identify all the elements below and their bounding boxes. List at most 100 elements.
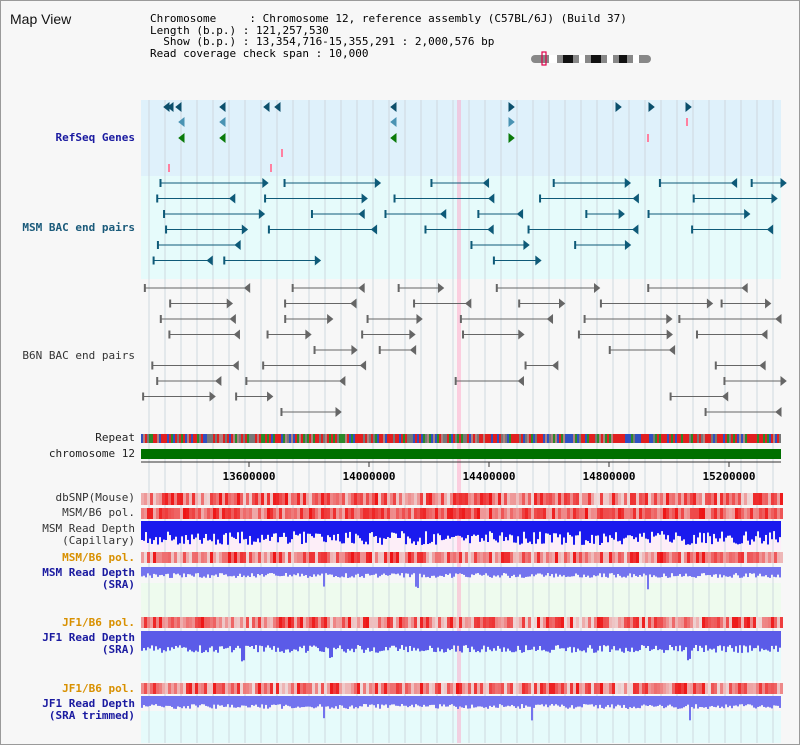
repeat-segment xyxy=(537,434,539,443)
jf1-trim-depth-bar xyxy=(283,696,285,707)
msm-b6-pol-heat-cell xyxy=(213,508,216,519)
jf1-trim-depth-bar xyxy=(621,696,623,708)
msm-b6-pol-sra-heat-cell xyxy=(426,552,429,563)
msm-capillary-depth-bar xyxy=(649,521,651,543)
msm-capillary-depth-bar xyxy=(249,521,251,536)
dbsnp-heat-cell xyxy=(639,493,642,505)
msm-capillary-depth-bar xyxy=(491,521,493,533)
msm-sra-depth-bar xyxy=(263,567,265,577)
msm-sra-depth-bar xyxy=(143,567,145,576)
dbsnp-heat-cell xyxy=(327,493,330,505)
repeat-segment xyxy=(645,434,647,443)
jf1-trim-depth-bar xyxy=(759,696,761,707)
jf1-b6-pol-2-heat-cell xyxy=(495,683,498,694)
jf1-trim-depth-bar xyxy=(209,696,211,708)
msm-b6-pol-sra-heat-cell xyxy=(672,552,675,563)
jf1-b6-pol-heat-cell xyxy=(195,617,198,628)
jf1-trim-depth-bar xyxy=(557,696,559,706)
msm-sra-depth-bar xyxy=(423,567,425,575)
msm-sra-depth-bar xyxy=(227,567,229,577)
msm-b6-pol-sra-heat-cell xyxy=(735,552,738,563)
jf1-sra-depth-bar xyxy=(639,631,641,650)
jf1-sra-depth-bar xyxy=(155,631,157,647)
msm-b6-pol-heat-cell xyxy=(714,508,717,519)
dbsnp-heat-cell xyxy=(411,493,414,505)
jf1-b6-pol-2-heat-cell xyxy=(477,683,480,694)
jf1-trim-depth-bar xyxy=(559,696,561,707)
jf1-b6-pol-heat-cell xyxy=(357,617,360,628)
msm-b6-pol-sra-heat-cell xyxy=(393,552,396,563)
msm-b6-pol-heat-cell xyxy=(645,508,648,519)
jf1-sra-depth-bar xyxy=(587,631,589,648)
jf1-sra-depth-bar xyxy=(627,631,629,652)
msm-sra-depth-bar xyxy=(665,567,667,577)
jf1-b6-pol-heat-cell xyxy=(549,617,552,628)
b6n-bac-pair-end xyxy=(462,330,465,339)
refseq-gene xyxy=(178,116,185,128)
jf1-trim-depth-bar xyxy=(169,696,171,706)
jf1-b6-pol-2-heat-cell xyxy=(291,683,294,694)
jf1-trim-depth-bar xyxy=(473,696,475,708)
dbsnp-heat-cell xyxy=(315,493,318,505)
dbsnp-heat-cell xyxy=(288,493,291,505)
repeat-segment xyxy=(351,434,353,443)
jf1-b6-pol-heat-cell xyxy=(381,617,384,628)
repeat-segment xyxy=(779,434,781,443)
b6n-bac-pair-end xyxy=(378,346,381,354)
chromosome-ideogram-icon[interactable] xyxy=(531,51,651,66)
msm-sra-depth-bar xyxy=(653,567,655,576)
dbsnp-heat-cell xyxy=(465,493,468,505)
repeat-segment xyxy=(545,434,547,443)
jf1-b6-pol-heat-cell xyxy=(606,617,609,628)
msm-sra-depth-bar xyxy=(753,567,755,574)
msm-sra-depth-bar xyxy=(577,567,579,575)
repeat-segment xyxy=(193,434,195,443)
msm-capillary-depth-bar xyxy=(307,521,309,534)
jf1-b6-pol-2-heat-cell xyxy=(396,683,399,694)
msm-b6-pol-sra-heat-cell xyxy=(708,552,711,563)
jf1-b6-pol-heat-cell xyxy=(441,617,444,628)
jf1-b6-pol-heat-cell xyxy=(285,617,288,628)
msm-capillary-depth-bar xyxy=(359,521,361,539)
jf1-sra-depth-bar xyxy=(633,631,635,653)
msm-sra-depth-bar xyxy=(343,567,345,578)
jf1-trim-depth-bar xyxy=(331,696,333,708)
jf1-trim-depth-bar xyxy=(761,696,763,706)
jf1-sra-depth-bar xyxy=(559,631,561,649)
dbsnp-heat-cell xyxy=(207,493,210,505)
repeat-segment xyxy=(495,434,497,443)
jf1-b6-pol-2-heat-cell xyxy=(588,683,591,694)
dbsnp-heat-cell xyxy=(366,493,369,505)
jf1-sra-depth-bar xyxy=(679,631,681,646)
jf1-trim-depth-bar xyxy=(677,696,679,709)
jf1-sra-depth-bar xyxy=(159,631,161,649)
msm-sra-depth-bar xyxy=(163,567,165,577)
msm-capillary-depth-bar xyxy=(329,521,331,538)
jf1-sra-depth-bar xyxy=(579,631,581,651)
dbsnp-heat-cell xyxy=(402,493,405,505)
jf1-trim-depth-bar xyxy=(399,696,401,707)
msm-sra-depth-bar xyxy=(313,567,315,575)
jf1-trim-depth-bar xyxy=(653,696,655,707)
msm-capillary-depth-bar xyxy=(621,521,623,545)
jf1-b6-pol-heat-cell xyxy=(300,617,303,628)
jf1-b6-pol-2-heat-cell xyxy=(156,683,159,694)
jf1-trim-depth-bar xyxy=(777,696,779,706)
msm-b6-pol-heat-cell xyxy=(207,508,210,519)
jf1-sra-depth-bar xyxy=(247,631,249,646)
jf1-b6-pol-heat-cell xyxy=(279,617,282,628)
repeat-segment xyxy=(367,434,369,443)
msm-capillary-depth-bar xyxy=(523,521,525,532)
jf1-b6-pol-heat-cell xyxy=(384,617,387,628)
msm-b6-pol-sra-heat-cell xyxy=(699,552,702,563)
msm-b6-pol-heat-cell xyxy=(747,508,750,519)
jf1-sra-depth-bar xyxy=(453,631,455,646)
jf1-trim-depth-bar xyxy=(173,696,175,709)
jf1-trim-depth-bar xyxy=(149,696,151,706)
msm-capillary-depth-bar xyxy=(323,521,325,542)
msm-capillary-depth-bar xyxy=(283,521,285,533)
msm-b6-pol-heat-cell xyxy=(426,508,429,519)
jf1-b6-pol-2-heat-cell xyxy=(669,683,672,694)
dbsnp-heat-cell xyxy=(312,493,315,505)
